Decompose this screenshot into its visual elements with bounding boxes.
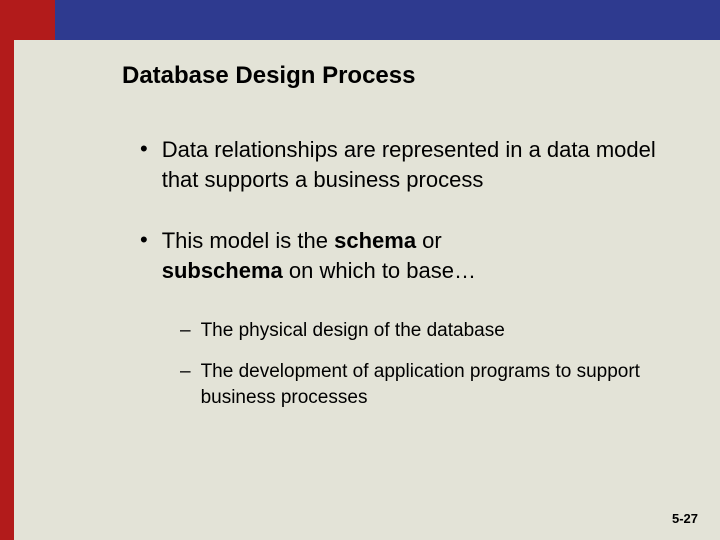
bullet-text: Data relationships are represented in a … [162, 135, 680, 194]
sub-bullet-list: – The physical design of the database – … [180, 318, 680, 411]
bold-text: schema [334, 228, 416, 253]
slide-title: Database Design Process [122, 62, 415, 90]
bullet-marker: • [140, 135, 148, 194]
sub-bullet-text: The development of application programs … [201, 359, 680, 410]
sub-bullet-marker: – [180, 359, 191, 410]
bullet-text: This model is the schema or subschema on… [162, 226, 476, 285]
slide-content: • Data relationships are represented in … [140, 135, 680, 427]
sub-bullet-item: – The physical design of the database [180, 318, 680, 344]
text-segment: on which to base… [283, 258, 476, 283]
bold-text: subschema [162, 258, 283, 283]
text-segment: or [416, 228, 442, 253]
bullet-marker: • [140, 226, 148, 285]
page-number: 5-27 [672, 511, 698, 526]
slide-header [0, 0, 720, 40]
text-segment: This model is the [162, 228, 334, 253]
bullet-item: • Data relationships are represented in … [140, 135, 680, 194]
bullet-item: • This model is the schema or subschema … [140, 226, 680, 285]
sub-bullet-text: The physical design of the database [201, 318, 505, 344]
sub-bullet-marker: – [180, 318, 191, 344]
header-blue-bar [55, 0, 720, 40]
header-red-block [0, 0, 55, 40]
sidebar-red-stripe [0, 40, 14, 540]
sub-bullet-item: – The development of application program… [180, 359, 680, 410]
